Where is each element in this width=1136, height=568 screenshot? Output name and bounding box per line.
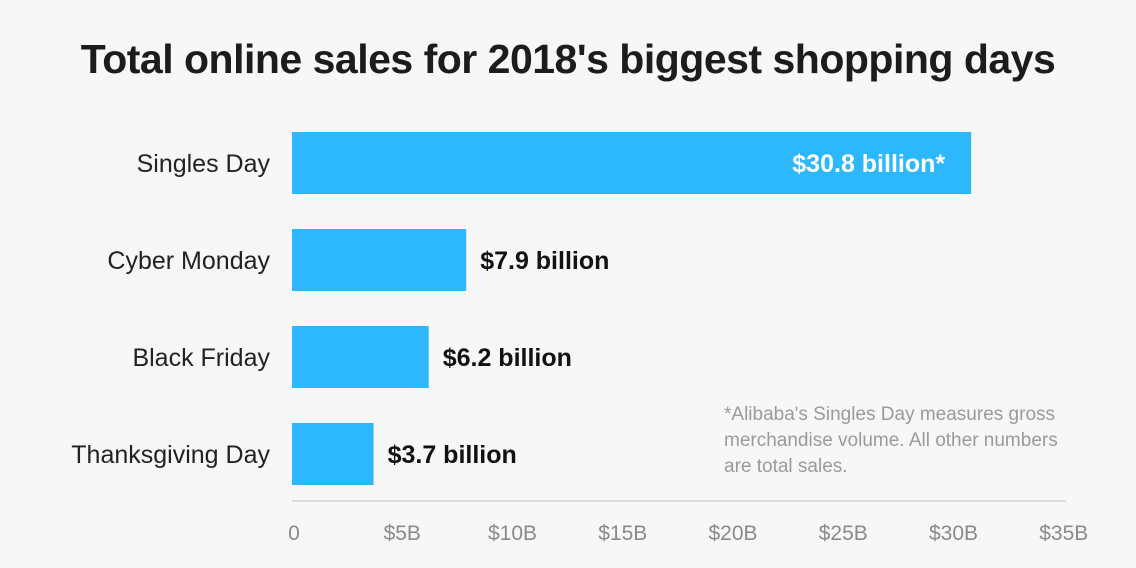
x-tick-label: $25B	[819, 522, 868, 545]
x-tick-label: 0	[288, 522, 300, 545]
x-tick-label: $15B	[598, 522, 647, 545]
x-tick-label: $35B	[1039, 522, 1088, 545]
value-label-singles-day: $30.8 billion*	[792, 150, 945, 178]
category-label-singles-day: Singles Day	[137, 150, 271, 178]
footnote: *Alibaba's Singles Day measures gross me…	[724, 404, 1058, 477]
bar-cyber-monday	[292, 229, 467, 291]
category-label-black-friday: Black Friday	[132, 344, 270, 372]
x-tick-label: $20B	[708, 522, 757, 545]
value-label-thanksgiving-day: $3.7 billion	[388, 441, 517, 469]
category-label-thanksgiving-day: Thanksgiving Day	[71, 441, 270, 469]
x-tick-label: $30B	[929, 522, 978, 545]
category-label-cyber-monday: Cyber Monday	[107, 247, 270, 275]
chart-title: Total online sales for 2018's biggest sh…	[80, 36, 1056, 82]
x-tick-label: $5B	[384, 522, 421, 545]
bar-thanksgiving-day	[292, 423, 374, 485]
x-tick-label: $10B	[488, 522, 537, 545]
value-label-black-friday: $6.2 billion	[443, 344, 572, 372]
bar-singles-day	[292, 132, 972, 194]
bar-black-friday	[292, 326, 429, 388]
value-label-cyber-monday: $7.9 billion	[480, 247, 609, 275]
